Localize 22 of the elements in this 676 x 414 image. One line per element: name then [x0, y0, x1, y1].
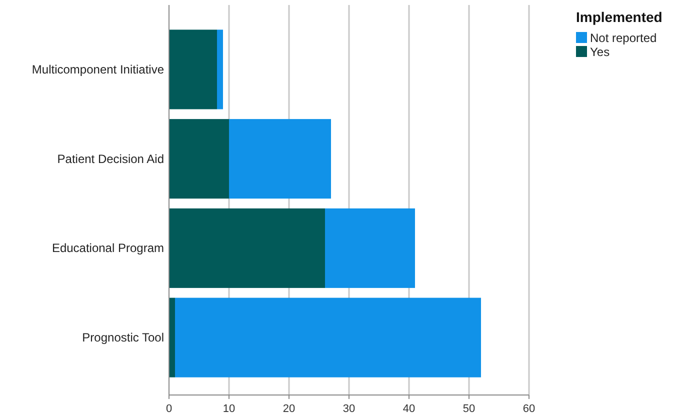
x-tick-label: 40 — [402, 403, 416, 414]
y-tick-label: Educational Program — [52, 241, 164, 256]
y-tick-label: Prognostic Tool — [82, 330, 164, 345]
bar — [169, 208, 325, 288]
bar — [217, 30, 223, 110]
bar — [169, 30, 217, 110]
x-tick-label: 20 — [282, 403, 296, 414]
legend-label: Not reported — [590, 31, 657, 45]
legend-title: Implemented — [576, 9, 662, 25]
x-tick-label: 60 — [522, 403, 536, 414]
x-tick-label: 0 — [166, 403, 172, 414]
x-tick-label: 50 — [462, 403, 476, 414]
bar — [169, 119, 229, 199]
bar — [229, 119, 331, 199]
x-tick-label: 10 — [222, 403, 236, 414]
legend-label: Yes — [590, 45, 610, 59]
bar — [175, 298, 481, 378]
x-tick-label: 30 — [342, 403, 356, 414]
bar — [325, 208, 415, 288]
y-tick-label: Multicomponent Initiative — [32, 62, 164, 76]
y-tick-label: Patient Decision Aid — [57, 152, 164, 166]
bar — [169, 298, 175, 378]
